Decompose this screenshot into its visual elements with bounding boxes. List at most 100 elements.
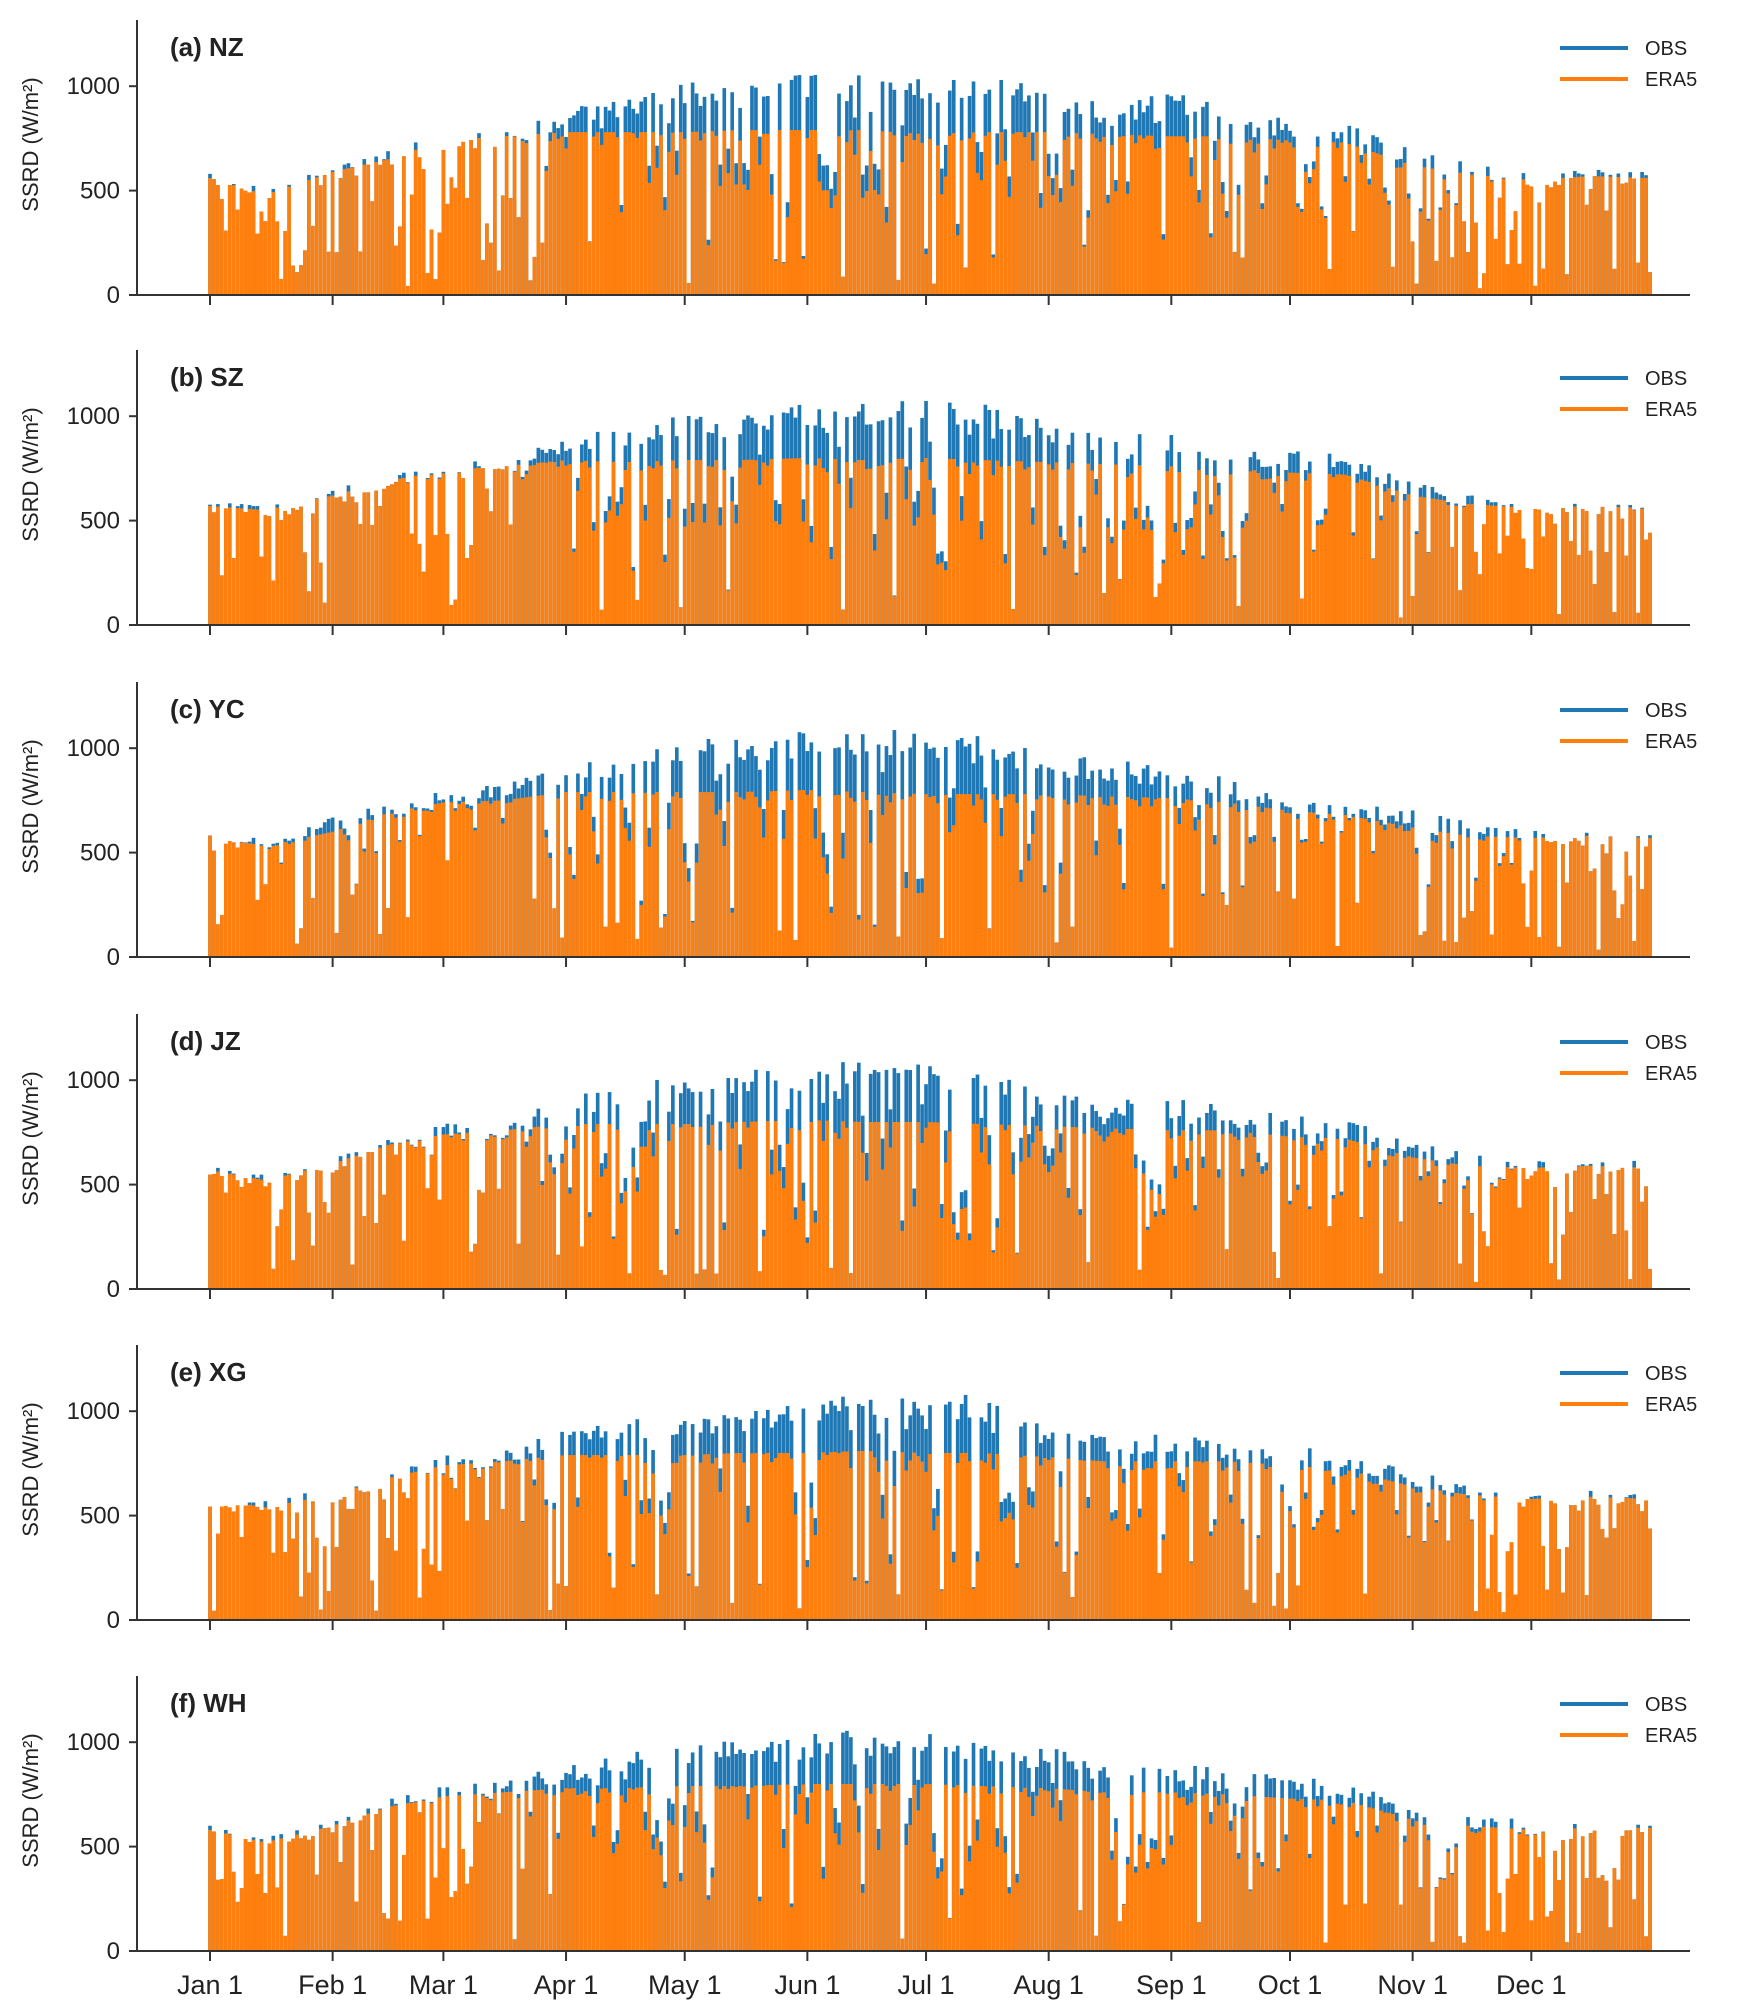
era5-bar (243, 1838, 248, 1951)
era5-bar (900, 1230, 905, 1289)
era5-bar (924, 794, 928, 957)
era5-bar (1426, 1506, 1431, 1620)
era5-bar (916, 1810, 920, 1951)
era5-bar (607, 1556, 612, 1620)
era5-bar (1628, 507, 1633, 625)
era5-bar (864, 1788, 869, 1951)
era5-bar (1391, 1156, 1395, 1289)
era5-bar (1644, 1936, 1648, 1951)
y-tick-label: 0 (107, 282, 120, 309)
era5-bar (322, 833, 327, 957)
era5-bar (469, 545, 473, 625)
era5-bar (853, 1121, 857, 1289)
era5-bar (1173, 1792, 1178, 1951)
era5-bar (841, 858, 845, 957)
era5-bar (1398, 167, 1403, 295)
era5-bar (212, 1610, 216, 1620)
era5-bar (856, 130, 861, 295)
era5-bar (734, 1453, 738, 1620)
era5-bar (1489, 1184, 1494, 1289)
era5-bar (231, 1511, 236, 1620)
era5-bar (1406, 198, 1411, 295)
era5-bar (1584, 1595, 1589, 1620)
era5-bar (1596, 1504, 1601, 1620)
era5-bar (801, 790, 806, 957)
era5-bar (382, 1194, 386, 1289)
era5-bar (449, 1897, 454, 1951)
era5-bar (1438, 499, 1443, 625)
era5-bar (1371, 1483, 1375, 1620)
era5-bar (825, 1454, 829, 1620)
era5-bar (924, 1471, 928, 1620)
era5-bar (1173, 532, 1178, 625)
era5-bar (1046, 1171, 1051, 1289)
era5-bar (1090, 1800, 1095, 1951)
era5-bar (769, 1785, 774, 1951)
era5-bar (702, 1454, 707, 1620)
era5-bar (552, 462, 556, 625)
era5-bar (366, 819, 371, 957)
era5-bar (698, 140, 703, 295)
era5-bar (1497, 197, 1502, 295)
era5-bar (374, 1610, 378, 1620)
era5-bar (1129, 1129, 1134, 1289)
era5-bar (516, 1243, 521, 1289)
era5-bar (1070, 185, 1075, 295)
era5-bar (1157, 1194, 1162, 1289)
era5-bar (580, 1246, 584, 1289)
era5-bar (405, 917, 410, 957)
era5-bar (611, 132, 616, 295)
era5-bar (394, 482, 398, 625)
era5-bar (769, 1462, 774, 1620)
era5-bar (1501, 1932, 1506, 1951)
era5-bar (1604, 1880, 1609, 1951)
era5-bar (560, 1455, 564, 1620)
era5-bar (1458, 1936, 1462, 1951)
era5-bar (1197, 819, 1201, 957)
era5-bar (1082, 795, 1087, 957)
era5-bar (473, 1469, 477, 1620)
era5-bar (928, 1122, 932, 1289)
era5-bar (678, 1881, 683, 1951)
era5-bar (1003, 796, 1007, 957)
era5-bar (544, 462, 549, 625)
era5-bar (1296, 206, 1300, 295)
era5-bar (1434, 1165, 1439, 1289)
era5-bar (572, 551, 576, 625)
era5-bar (1201, 1462, 1205, 1620)
era5-bar (437, 1199, 442, 1289)
era5-bar (821, 1140, 826, 1289)
era5-bar (1501, 506, 1506, 625)
era5-bar (1046, 796, 1051, 957)
era5-bar (311, 1245, 315, 1289)
era5-bar (1410, 1157, 1415, 1289)
era5-bar (781, 1188, 786, 1289)
era5-bar (1375, 1147, 1379, 1289)
era5-bar (1628, 875, 1633, 957)
era5-bar (469, 1866, 473, 1951)
era5-bar (1122, 136, 1126, 295)
era5-bar (548, 141, 553, 295)
era5-bar (1363, 480, 1367, 625)
era5-bar (1141, 529, 1146, 625)
era5-bar (1070, 1597, 1075, 1620)
era5-bar (429, 1564, 434, 1620)
era5-bar (1169, 136, 1174, 295)
era5-bar (643, 1830, 647, 1951)
era5-bar (1323, 1137, 1328, 1289)
era5-bar (1323, 1942, 1328, 1951)
era5-bar (813, 1222, 818, 1289)
era5-bar (845, 462, 849, 625)
era5-bar (631, 570, 636, 625)
era5-bar (1315, 1806, 1320, 1951)
era5-bar (789, 458, 794, 625)
era5-bar (936, 564, 940, 625)
era5-bar (1050, 1165, 1055, 1289)
y-tick-label: 1000 (67, 73, 120, 100)
era5-bar (374, 1814, 378, 1951)
era5-bar (322, 1202, 327, 1289)
era5-bar (485, 488, 489, 625)
era5-bar (809, 130, 814, 295)
era5-bar (568, 132, 572, 295)
era5-bar (1394, 1514, 1399, 1620)
